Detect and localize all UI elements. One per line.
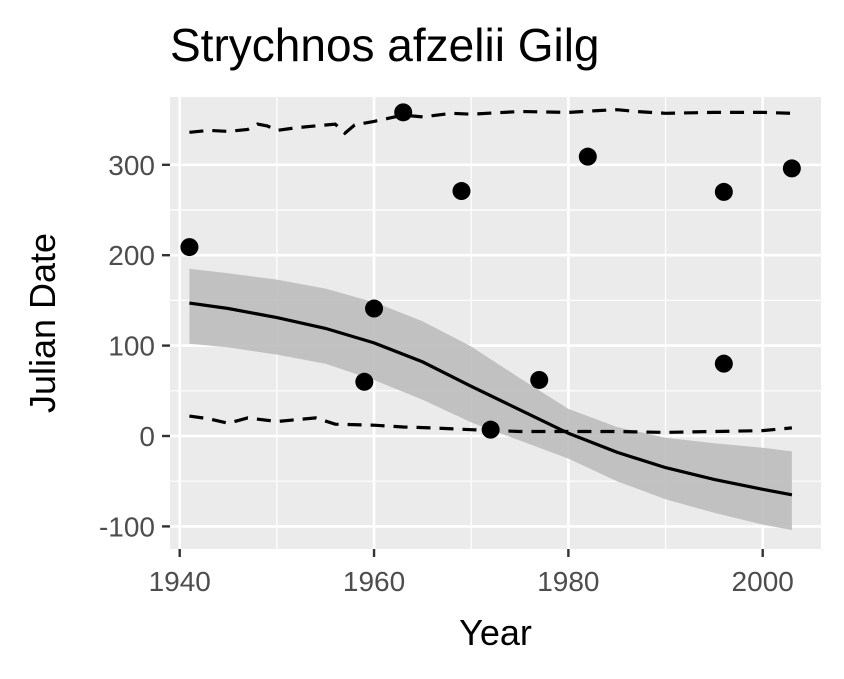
fit-line [189,301,793,497]
data-point [714,354,733,373]
point-layer [180,103,801,439]
x-tick-label: 1940 [149,566,211,597]
data-point [180,238,199,257]
x-tick-label: 1980 [537,566,599,597]
data-point [355,372,374,391]
y-axis-title: Julian Date [22,233,63,413]
y-tick-label: 100 [108,331,155,362]
data-point [782,159,801,178]
line-layer [189,108,793,497]
x-axis-title: Year [459,612,532,653]
x-tick-label: 1960 [343,566,405,597]
y-tick-label: 0 [139,421,155,452]
data-point [578,147,597,166]
y-tick-label: 200 [108,240,155,271]
chart-title: Strychnos afzelii Gilg [170,19,600,71]
data-point [714,182,733,201]
data-point [365,299,384,318]
upper-dashed-line [189,108,792,136]
data-point [452,182,471,201]
data-point [530,370,549,389]
data-point [481,420,500,439]
axis-layer: 1940 1960 1980 2000 -100 0 100 200 300 [99,150,794,597]
data-point [394,103,413,122]
lower-dashed-line [189,414,793,435]
x-tick-label: 2000 [732,566,794,597]
y-tick-label: 300 [108,150,155,181]
y-tick-label: -100 [99,511,155,542]
